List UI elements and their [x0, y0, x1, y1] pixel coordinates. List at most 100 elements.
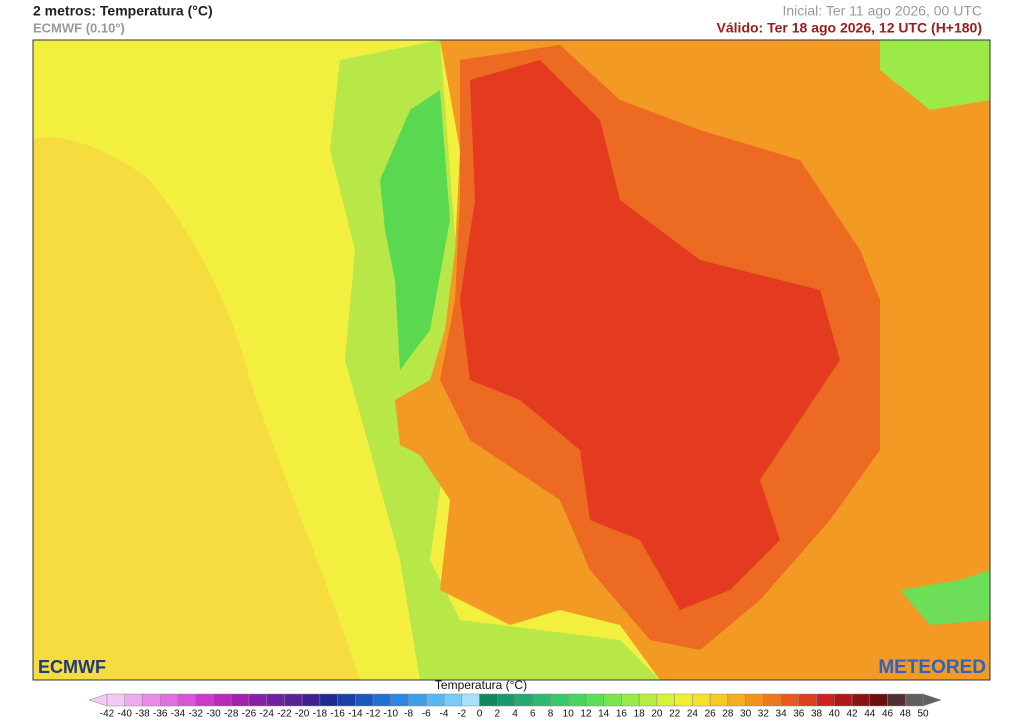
- legend-tick-label: 24: [687, 709, 699, 720]
- north-cool: [880, 40, 990, 110]
- logo-right: METEORED: [878, 657, 986, 678]
- legend-tick-label: -10: [384, 709, 399, 720]
- legend-tick-label: 22: [669, 709, 681, 720]
- legend-tick-label: 8: [548, 709, 554, 720]
- legend-swatch: [745, 693, 764, 707]
- legend-tick-label: 38: [811, 709, 823, 720]
- legend-tick-label: 46: [882, 709, 894, 720]
- legend-swatch: [514, 693, 533, 707]
- legend-tick-label: 20: [651, 709, 663, 720]
- legend-tick-label: 42: [846, 709, 858, 720]
- legend-tick-label: -18: [313, 709, 328, 720]
- legend-tick-label: 0: [477, 709, 483, 720]
- legend-swatch: [355, 693, 374, 707]
- title: 2 metros: Temperatura (°C): [33, 3, 213, 19]
- south-cool: [900, 570, 990, 625]
- legend-swatch: [301, 693, 321, 707]
- legend-swatch: [887, 693, 906, 707]
- legend-tick-label: -28: [224, 709, 239, 720]
- legend-tick-label: 6: [530, 709, 536, 720]
- initial: Inicial: Ter 11 ago 2026, 00 UTC: [783, 3, 983, 19]
- legend-swatch: [763, 693, 782, 707]
- legend-tick-label: -34: [171, 709, 186, 720]
- valid: Válido: Ter 18 ago 2026, 12 UTC (H+180): [717, 20, 982, 36]
- legend-tick-label: 48: [900, 709, 912, 720]
- legend-swatch: [479, 693, 498, 707]
- legend-tick-label: -12: [366, 709, 381, 720]
- legend-swatch: [248, 693, 267, 707]
- legend-tick-label: 10: [563, 709, 575, 720]
- legend-tick-label: 36: [793, 709, 805, 720]
- legend-tick-label: 4: [512, 709, 518, 720]
- legend-tick-label: 14: [598, 709, 610, 720]
- land-hottest: [460, 60, 840, 610]
- legend-swatch: [106, 693, 125, 707]
- legend-swatch: [869, 693, 888, 707]
- legend-swatch: [124, 693, 143, 707]
- legend-swatch: [390, 693, 409, 707]
- legend-swatch: [692, 693, 711, 707]
- legend-tick-label: 44: [864, 709, 876, 720]
- legend-swatch: [585, 693, 604, 707]
- legend-swatch: [567, 693, 587, 707]
- legend-tick-label: -14: [348, 709, 363, 720]
- legend-swatch: [834, 693, 853, 707]
- legend-swatch: [621, 693, 640, 707]
- legend-swatch: [550, 693, 569, 707]
- legend-swatch: [638, 693, 658, 707]
- map-frame: [32, 39, 991, 681]
- legend-tick-label: 40: [829, 709, 841, 720]
- legend-swatch: [177, 693, 196, 707]
- logo-left: ECMWF: [38, 657, 106, 677]
- legend-tick-label: -42: [100, 709, 115, 720]
- legend-title: Temperatura (°C): [435, 678, 527, 692]
- legend-swatch: [142, 693, 161, 707]
- legend-tick-label: 16: [616, 709, 628, 720]
- legend-swatch: [337, 693, 356, 707]
- legend-tick-label: 12: [580, 709, 592, 720]
- legend-swatch: [408, 693, 427, 707]
- legend-tick-label: -24: [259, 709, 274, 720]
- legend-tick-label: -6: [422, 709, 431, 720]
- legend-swatch: [656, 693, 675, 707]
- legend: -42 -40 -38 -36 -34 -32 -30 -28 -26 -24 -22 -20 -18-…: [88, 693, 942, 720]
- legend-swatch: [816, 693, 835, 707]
- legend-tick-label: -30: [206, 709, 221, 720]
- legend-swatch: [674, 693, 693, 707]
- legend-swatch: [319, 693, 338, 707]
- legend-swatch: [372, 693, 392, 707]
- legend-swatch: [727, 693, 746, 707]
- legend-tick-label: 28: [722, 709, 734, 720]
- legend-tick-label: -40: [118, 709, 133, 720]
- legend-swatch: [195, 693, 214, 707]
- legend-tick-label: -32: [188, 709, 203, 720]
- legend-swatch: [798, 693, 817, 707]
- legend-swatch: [266, 693, 285, 707]
- source: ECMWF (0.10°): [33, 20, 125, 35]
- legend-swatch: [532, 693, 551, 707]
- legend-tick-label: -2: [457, 709, 466, 720]
- legend-tick-label: -16: [330, 709, 345, 720]
- legend-swatch: [780, 693, 800, 707]
- legend-swatch: [709, 693, 729, 707]
- legend-tick-label: 26: [705, 709, 717, 720]
- legend-tick-label: 30: [740, 709, 752, 720]
- legend-swatch: [461, 693, 480, 707]
- legend-tick-label: -22: [277, 709, 292, 720]
- legend-tick-label: -38: [135, 709, 150, 720]
- legend-swatch: [159, 693, 179, 707]
- legend-swatch: [426, 693, 445, 707]
- legend-tick-label: -8: [404, 709, 413, 720]
- legend-swatch: [284, 693, 303, 707]
- legend-tick-label: -26: [242, 709, 257, 720]
- legend-tick-label: -20: [295, 709, 310, 720]
- legend-tick-label: 34: [776, 709, 788, 720]
- legend-swatch: [851, 693, 871, 707]
- legend-arrow-right: [922, 693, 942, 707]
- legend-tick-label: 2: [494, 709, 500, 720]
- legend-tick-label: 18: [634, 709, 646, 720]
- legend-swatch: [497, 693, 516, 707]
- legend-tick-label: -36: [153, 709, 168, 720]
- legend-tick-label: 32: [758, 709, 770, 720]
